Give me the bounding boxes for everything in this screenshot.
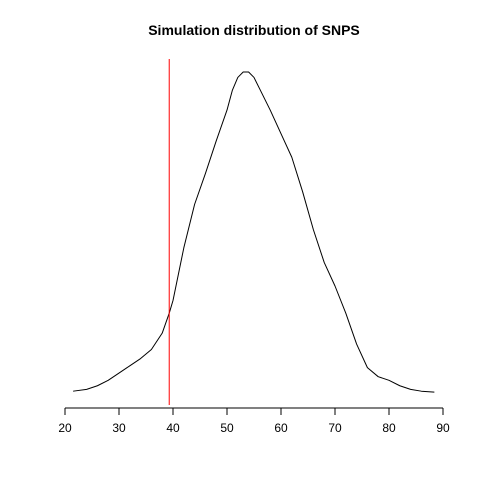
density-curve: [73, 71, 435, 393]
plot-marks: [73, 59, 435, 405]
chart-title: Simulation distribution of SNPS: [148, 22, 360, 38]
x-tick-label: 70: [328, 421, 342, 435]
x-tick-label: 50: [220, 421, 234, 435]
x-tick-label: 40: [166, 421, 180, 435]
x-axis: 20 30 40 50 60 70 80 90: [58, 407, 450, 435]
x-tick-label: 30: [112, 421, 126, 435]
x-tick-label: 20: [58, 421, 72, 435]
x-tick-label: 60: [274, 421, 288, 435]
x-tick-label: 90: [436, 421, 450, 435]
x-tick-label: 80: [382, 421, 396, 435]
